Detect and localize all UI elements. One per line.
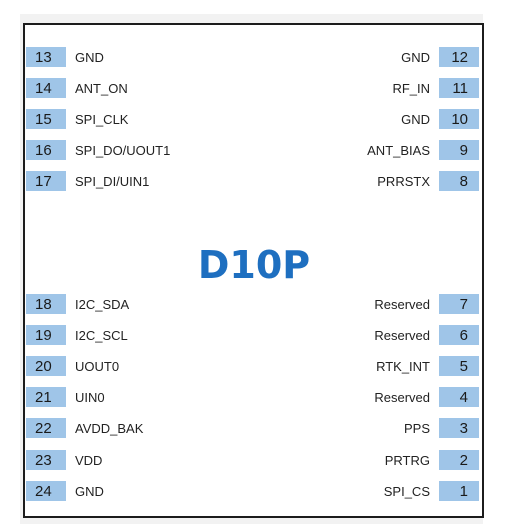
pin-number: 11 [439, 78, 479, 98]
chip-outline [23, 23, 484, 518]
pin-label: AVDD_BAK [75, 420, 144, 436]
pin-row-left: 19 I2C_SCL [26, 325, 128, 345]
pin-number: 21 [26, 387, 66, 407]
pin-number: 22 [26, 418, 66, 438]
pin-number: 2 [439, 450, 479, 470]
pin-number: 19 [26, 325, 66, 345]
pin-row-left: 23 VDD [26, 450, 102, 470]
pin-row-right: Reserved 7 [374, 294, 479, 314]
pin-row-left: 20 UOUT0 [26, 356, 119, 376]
pin-number: 4 [439, 387, 479, 407]
pin-number: 1 [439, 481, 479, 501]
pin-number: 24 [26, 481, 66, 501]
pin-label: Reserved [374, 389, 430, 405]
pin-label: SPI_CLK [75, 111, 129, 127]
pin-row-left: 13 GND [26, 47, 104, 67]
pin-label: RF_IN [392, 80, 430, 96]
pin-label: SPI_DO/UOUT1 [75, 142, 171, 158]
pin-row-right: Reserved 4 [374, 387, 479, 407]
pin-row-right: PPS 3 [404, 418, 479, 438]
pin-row-left: 24 GND [26, 481, 104, 501]
pin-number: 7 [439, 294, 479, 314]
pin-row-right: PRTRG 2 [385, 450, 479, 470]
pin-label: VDD [75, 452, 103, 468]
pin-row-left: 18 I2C_SDA [26, 294, 129, 314]
pin-number: 6 [439, 325, 479, 345]
pin-label: GND [401, 49, 430, 65]
pin-number: 13 [26, 47, 66, 67]
pin-label: Reserved [374, 296, 430, 312]
pin-label: I2C_SDA [75, 296, 130, 312]
pin-number: 9 [439, 140, 479, 160]
pin-row-right: PRRSTX 8 [377, 171, 479, 191]
pin-row-left: 22 AVDD_BAK [26, 418, 143, 438]
pin-label: Reserved [374, 327, 430, 343]
pin-number: 14 [26, 78, 66, 98]
pin-row-right: RTK_INT 5 [376, 356, 479, 376]
pin-row-left: 17 SPI_DI/UIN1 [26, 171, 149, 191]
pin-number: 12 [439, 47, 479, 67]
pin-label: GND [401, 111, 430, 127]
pin-row-right: SPI_CS 1 [384, 481, 479, 501]
pin-label: UIN0 [75, 389, 105, 405]
pin-row-right: Reserved 6 [374, 325, 479, 345]
pin-label: UOUT0 [75, 358, 120, 374]
pin-label: PRRSTX [377, 173, 430, 189]
pin-label: SPI_DI/UIN1 [75, 173, 150, 189]
pin-row-right: GND 12 [401, 47, 479, 67]
pin-number: 15 [26, 109, 66, 129]
pin-label: PRTRG [384, 452, 430, 468]
pin-number: 17 [26, 171, 66, 191]
pin-row-right: ANT_BIAS 9 [367, 140, 479, 160]
pin-row-right: GND 10 [401, 109, 479, 129]
pin-label: SPI_CS [383, 483, 430, 499]
pin-number: 23 [26, 450, 66, 470]
chip-name: D10P [197, 243, 311, 287]
pin-number: 18 [26, 294, 66, 314]
pin-label: PPS [403, 420, 430, 436]
pin-row-right: RF_IN 11 [392, 78, 479, 98]
pin-row-left: 15 SPI_CLK [26, 109, 128, 129]
pin-label: RTK_INT [376, 358, 430, 374]
pin-label: I2C_SCL [75, 327, 128, 343]
pin-number: 16 [26, 140, 66, 160]
pin-number: 10 [439, 109, 479, 129]
pin-row-left: 16 SPI_DO/UOUT1 [26, 140, 170, 160]
pin-label: ANT_BIAS [367, 142, 430, 158]
pin-row-left: 21 UIN0 [26, 387, 105, 407]
pin-label: GND [75, 483, 104, 499]
pin-number: 8 [439, 171, 479, 191]
pin-label: GND [75, 49, 104, 65]
pin-row-left: 14 ANT_ON [26, 78, 128, 98]
pin-number: 20 [26, 356, 66, 376]
pin-number: 3 [439, 418, 479, 438]
pin-number: 5 [439, 356, 479, 376]
pin-label: ANT_ON [75, 80, 128, 96]
